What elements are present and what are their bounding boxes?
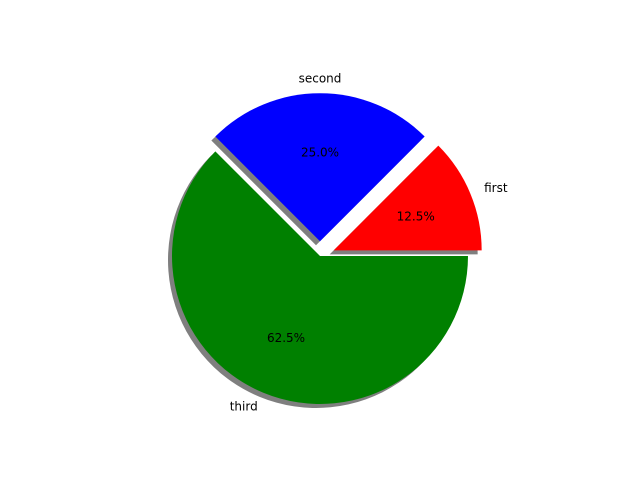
- pie-slice-third: [172, 151, 468, 404]
- category-labels: first second third: [230, 71, 508, 413]
- percent-label-second: 25.0%: [301, 145, 339, 159]
- pie-slice-first: [333, 145, 482, 251]
- percent-label-first: 12.5%: [397, 209, 435, 223]
- pie-slice-second: [215, 93, 425, 242]
- percent-label-third: 62.5%: [267, 331, 305, 345]
- category-label-second: second: [299, 71, 342, 85]
- category-label-first: first: [484, 181, 508, 195]
- category-label-third: third: [230, 399, 258, 413]
- pie-slices: [172, 93, 482, 404]
- percent-labels: 12.5% 25.0% 62.5%: [267, 145, 435, 345]
